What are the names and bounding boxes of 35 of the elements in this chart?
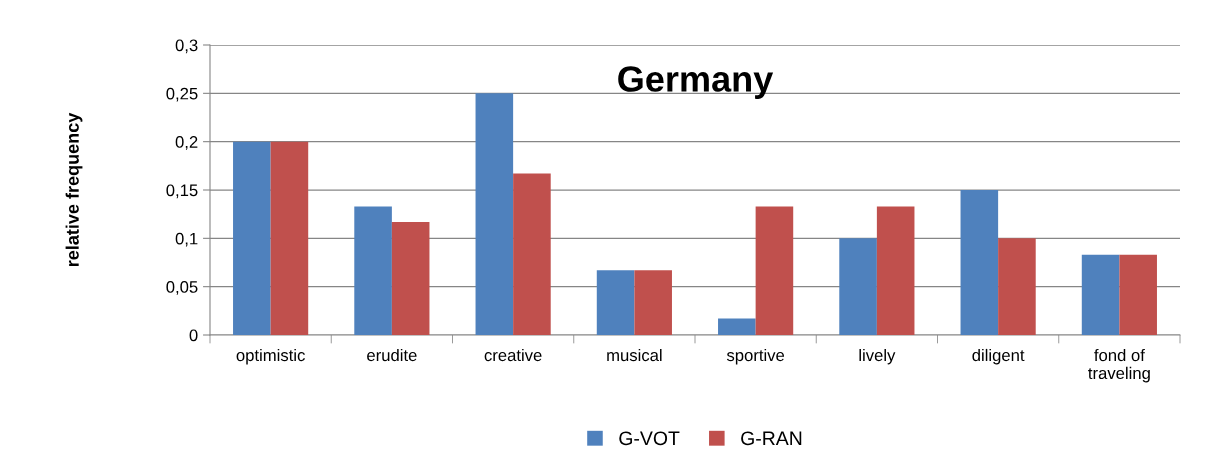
bar [960, 190, 999, 335]
x-tick-label: diligent [972, 348, 1025, 365]
bar [270, 141, 309, 335]
bar [634, 270, 672, 335]
bar [475, 93, 514, 335]
bar [998, 238, 1036, 335]
bar [596, 270, 635, 335]
x-tick-label: fond of traveling [1088, 348, 1150, 383]
legend-label: G-VOT [619, 431, 680, 446]
x-tick-label: optimistic [236, 348, 305, 365]
text: Germany [618, 66, 774, 99]
bar [233, 141, 271, 335]
y-tick-label: 0,1 [175, 232, 198, 247]
y-tick-label: 0 [189, 329, 198, 342]
x-tick-label: musical [607, 348, 662, 362]
legend-label: G-RAN [741, 431, 802, 446]
y-tick-label: 0,2 [175, 136, 198, 150]
bar [1081, 254, 1120, 335]
bar [513, 173, 551, 335]
x-tick-label: creative [484, 348, 542, 362]
x-tick-label: lively [859, 348, 896, 365]
bar [876, 206, 915, 335]
bar [1119, 254, 1157, 335]
y-axis-title: relative frequency [65, 112, 83, 267]
bar [391, 221, 430, 335]
y-tick-label: 0,3 [175, 39, 198, 54]
x-tick-label: sportive [726, 348, 785, 365]
y-tick-label: 0,05 [166, 281, 198, 295]
x-tick-label: erudite [367, 348, 417, 362]
y-tick-label: 0,25 [166, 87, 198, 102]
bar [839, 238, 877, 335]
bar [755, 206, 794, 335]
bar [718, 318, 756, 335]
bar [354, 206, 392, 335]
y-tick-label: 0,15 [166, 184, 198, 199]
